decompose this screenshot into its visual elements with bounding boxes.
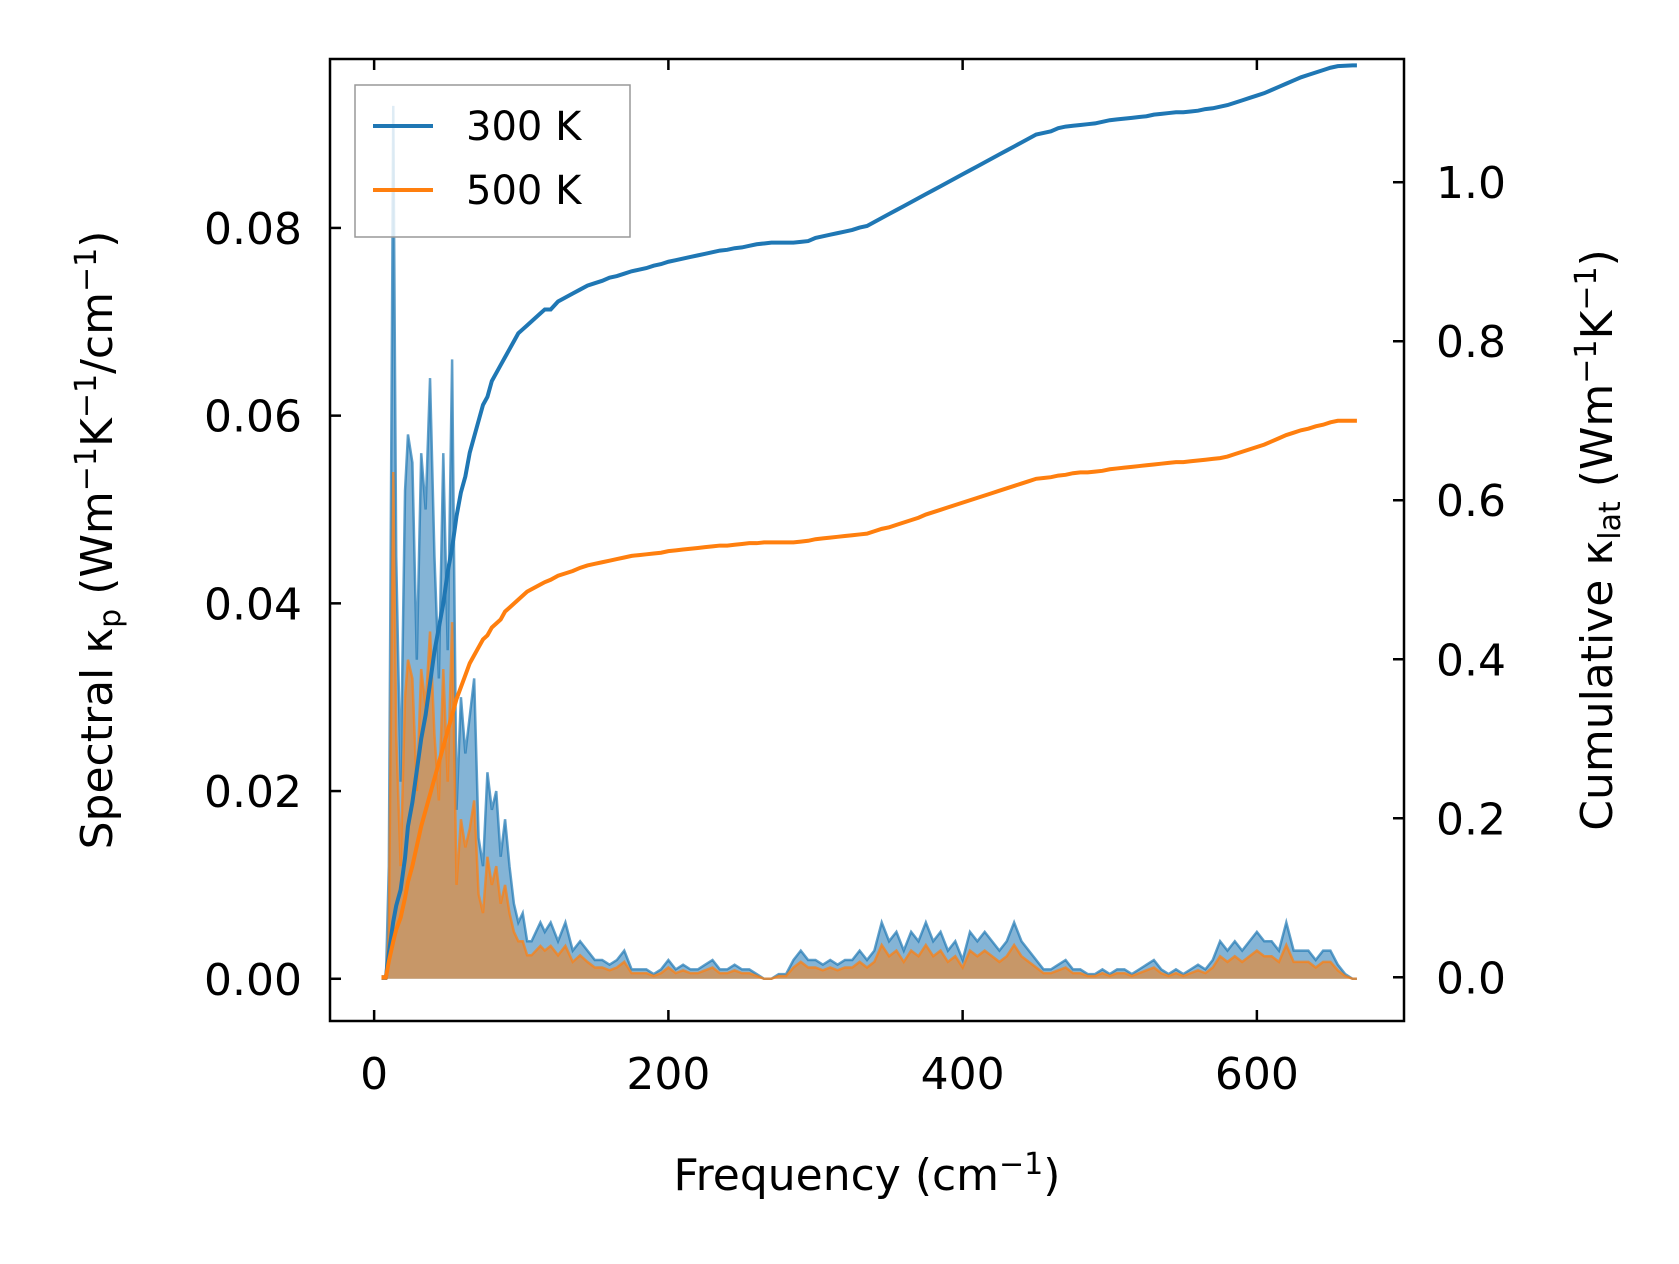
cumulative-lines (381, 63, 1357, 980)
legend: 300 K 500 K (354, 84, 631, 238)
y-tick-label-left: 0.00 (204, 955, 302, 1006)
y-tick-label-right: 0.4 (1436, 635, 1506, 686)
y-tick-label-left: 0.04 (204, 579, 302, 630)
title-part: ) (1043, 1150, 1060, 1201)
y-tick-label-left: 0.02 (204, 767, 302, 818)
y-tick-label-left: 0.08 (204, 204, 302, 255)
x-tick-label: 400 (921, 1049, 1005, 1100)
plot-area (328, 57, 1406, 1023)
subscript: lat (1593, 501, 1628, 540)
legend-label-300k: 300 K (466, 104, 583, 150)
spectral-fills (381, 105, 1357, 981)
title-part: Spectral κ (72, 628, 123, 850)
superscript: −1 (999, 1147, 1043, 1182)
superscript: −1 (1569, 339, 1604, 383)
x-tick-label: 200 (626, 1049, 710, 1100)
spectral-line-300k (381, 105, 1357, 981)
spectral-line-500k (381, 471, 1357, 981)
y-tick-label-right: 0.0 (1436, 953, 1506, 1004)
y-tick-label-right: 0.8 (1436, 317, 1506, 368)
cumulative-line-300k (381, 63, 1357, 980)
axis-ticks (330, 59, 1404, 1021)
title-part: ) (1572, 249, 1623, 266)
title-part: (Wm (1572, 384, 1623, 502)
cumulative-line-500k (381, 418, 1357, 980)
tick-labels: 0 200 400 600 0.00 0.02 0.04 0.06 0.08 0.0 0.2 0.4 0… (204, 158, 1506, 1100)
y-axis-title-right: Cumulative κlat (Wm−1K−1) (1569, 249, 1628, 831)
superscript: −1 (69, 447, 104, 491)
spectral-fill-500k (381, 471, 1357, 979)
title-part: K (72, 417, 123, 447)
title-part: Cumulative κ (1572, 540, 1623, 831)
legend-box (354, 84, 631, 238)
superscript: −1 (69, 374, 104, 418)
x-tick-label: 0 (360, 1049, 388, 1100)
superscript: −1 (1569, 266, 1604, 310)
axes-frame (328, 57, 1406, 1023)
y-axis-title-left: Spectral κp (Wm−1K−1/cm−1) (69, 231, 128, 850)
legend-label-500k: 500 K (466, 168, 583, 214)
y-tick-label-right: 1.0 (1436, 158, 1506, 209)
y-tick-label-right: 0.6 (1436, 476, 1506, 527)
subscript: p (93, 609, 128, 628)
x-axis-title: Frequency (cm−1) (674, 1147, 1061, 1202)
title-part: K (1572, 309, 1623, 339)
title-part: ) (72, 231, 123, 248)
superscript: −1 (69, 248, 104, 292)
title-part: (Wm (72, 491, 123, 609)
title-part: Frequency (cm (674, 1150, 1000, 1201)
x-tick-label: 600 (1215, 1049, 1299, 1100)
title-part: /cm (72, 292, 123, 374)
y-tick-label-right: 0.2 (1436, 794, 1506, 845)
y-tick-label-left: 0.06 (204, 392, 302, 443)
